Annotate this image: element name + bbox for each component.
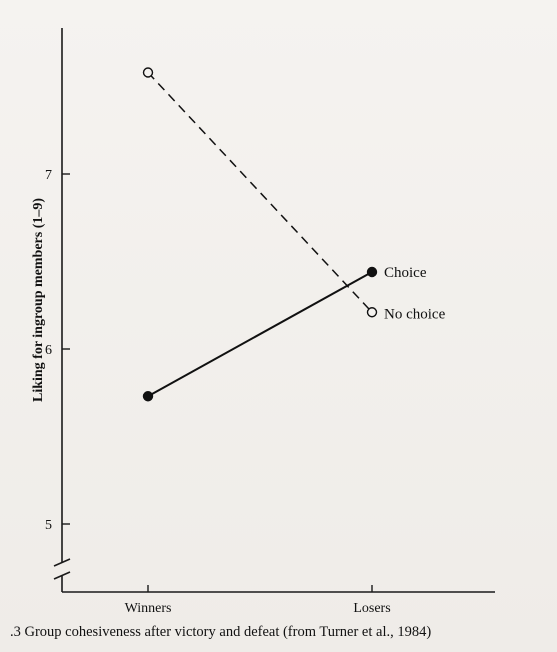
x-tick-label: Winners — [125, 601, 172, 616]
y-tick-label: 5 — [45, 518, 52, 533]
series-label: Choice — [384, 265, 427, 281]
data-point — [366, 266, 378, 278]
y-axis-break-slash-upper — [53, 558, 71, 567]
y-axis-break-mark — [53, 558, 71, 580]
y-tick-label: 7 — [45, 168, 52, 183]
series-no-choice: No choice — [142, 67, 446, 322]
x-tick-label: Losers — [353, 601, 390, 616]
y-axis-break-slash-lower — [53, 571, 71, 580]
series-choice: Choice — [142, 265, 427, 402]
figure-caption: .3 Group cohesiveness after victory and … — [10, 624, 432, 640]
series-line — [147, 71, 373, 313]
data-point — [142, 67, 154, 78]
y-axis-title: Liking for ingroup members (1–9) — [31, 198, 46, 402]
series-label: No choice — [384, 306, 446, 322]
x-axis: Winners Losers — [62, 585, 495, 616]
data-point — [366, 307, 378, 318]
data-point — [142, 391, 154, 402]
y-axis: 5 6 7 Liking for ingroup members (1–9) — [31, 28, 71, 592]
series-layer: Choice No choice — [142, 67, 446, 402]
x-axis-ticks: Winners Losers — [125, 585, 391, 616]
series-line — [147, 271, 373, 398]
y-tick-label: 6 — [45, 343, 52, 358]
y-axis-ticks: 5 6 7 — [45, 168, 70, 533]
